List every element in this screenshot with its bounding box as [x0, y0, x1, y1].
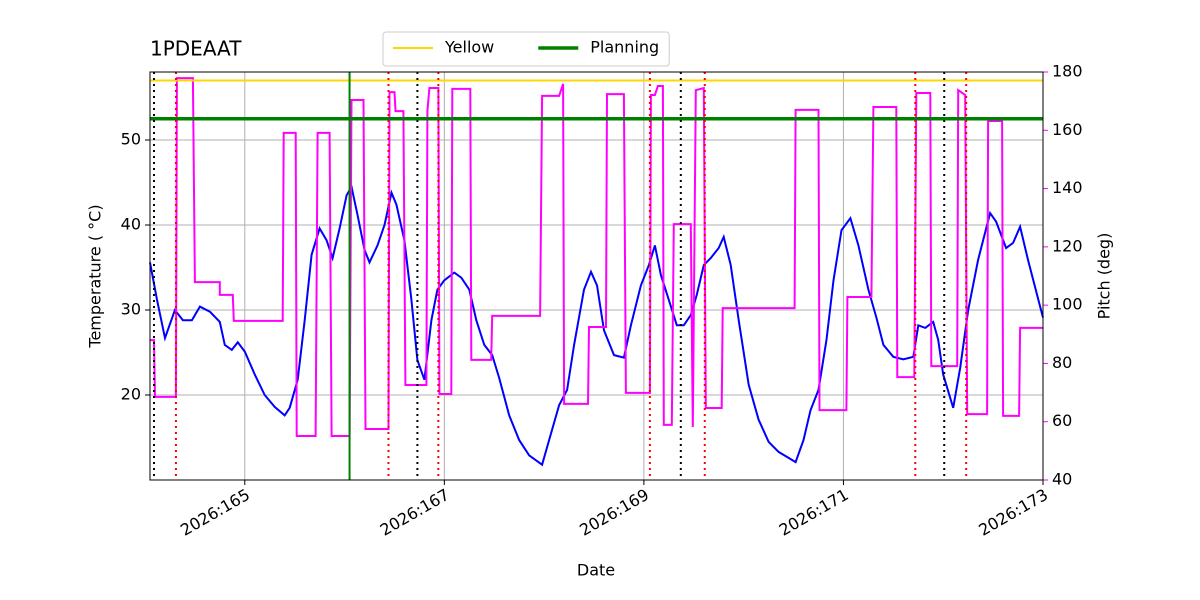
plot-frame	[149, 71, 1044, 481]
x-tick-label: 2026:171	[776, 485, 852, 540]
y-tick-label: 30	[121, 300, 141, 319]
y-tick-label: 50	[121, 130, 141, 149]
y2-tick-label: 140	[1052, 178, 1083, 197]
y-tick-label: 40	[121, 215, 141, 234]
legend-box	[382, 31, 670, 67]
x-tick-label: 2026:169	[576, 485, 652, 540]
y2-tick-label: 160	[1052, 120, 1083, 139]
y-axis-label: Temperature ( °C)	[86, 204, 105, 348]
y2-tick-label: 180	[1052, 62, 1083, 81]
x-tick-label: 2026:165	[177, 485, 253, 540]
legend-label: Planning	[590, 38, 659, 57]
data-line	[149, 184, 1044, 467]
chart-title: 1PDEAAT	[150, 37, 242, 61]
legend-label: Yellow	[444, 38, 494, 57]
data-line	[150, 77, 1043, 437]
y2-tick-label: 80	[1052, 353, 1072, 372]
y2-tick-label: 100	[1052, 295, 1083, 314]
y-tick-label: 20	[121, 385, 141, 404]
y2-tick-label: 40	[1052, 470, 1072, 489]
x-tick-label: 2026:173	[975, 485, 1051, 540]
x-axis-label: Date	[577, 561, 615, 580]
x-tick-label: 2026:167	[377, 485, 453, 540]
y2-axis-label: Pitch (deg)	[1095, 233, 1114, 320]
y2-tick-label: 120	[1052, 236, 1083, 255]
y2-tick-label: 60	[1052, 411, 1072, 430]
